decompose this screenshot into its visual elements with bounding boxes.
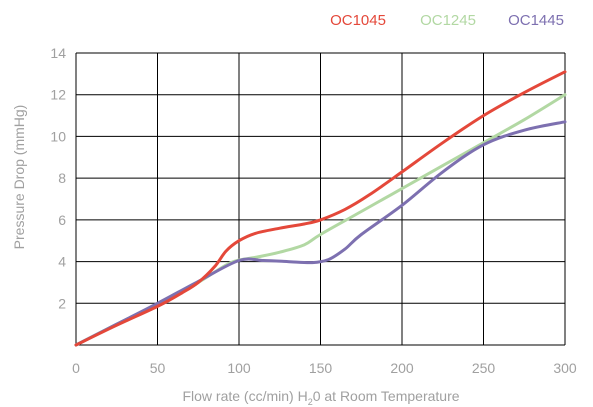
- series-line-oc1045: [74, 70, 567, 347]
- legend-label-oc1045: OC1045: [330, 12, 386, 29]
- y-tick-label: 8: [58, 170, 66, 186]
- x-tick-labels: 0 50 100 150 200 250 300: [72, 360, 577, 376]
- y-tick-label: 10: [50, 128, 66, 144]
- x-tick-label: 0: [72, 360, 80, 376]
- x-axis-label: Flow rate (cc/min) H20 at Room Temperatu…: [182, 388, 459, 407]
- x-tick-label: 300: [553, 360, 577, 376]
- x-tick-label: 100: [227, 360, 251, 376]
- y-tick-labels: 2 4 6 8 10 12 14: [50, 45, 66, 311]
- x-tick-label: 150: [309, 360, 333, 376]
- series-line-oc1445: [74, 120, 567, 347]
- x-axis-label-rest: 0 at Room Temperature: [313, 388, 460, 404]
- legend: OC1045 OC1245 OC1445: [330, 12, 564, 29]
- y-axis-label: Pressure Drop (mmHg): [11, 105, 27, 250]
- y-tick-label: 14: [50, 45, 66, 61]
- x-axis-label-main: Flow rate (cc/min) H: [182, 388, 307, 404]
- series-lines: [74, 70, 567, 347]
- legend-label-oc1445: OC1445: [508, 12, 564, 29]
- legend-label-oc1245: OC1245: [420, 12, 476, 29]
- x-tick-label: 250: [472, 360, 496, 376]
- x-tick-label: 50: [150, 360, 166, 376]
- grid: [75, 52, 566, 346]
- x-tick-label: 200: [390, 360, 414, 376]
- y-tick-label: 12: [50, 87, 66, 103]
- x-axis-label-subscript: 2: [308, 397, 313, 407]
- y-tick-label: 4: [58, 254, 66, 270]
- y-tick-label: 6: [58, 212, 66, 228]
- y-tick-label: 2: [58, 295, 66, 311]
